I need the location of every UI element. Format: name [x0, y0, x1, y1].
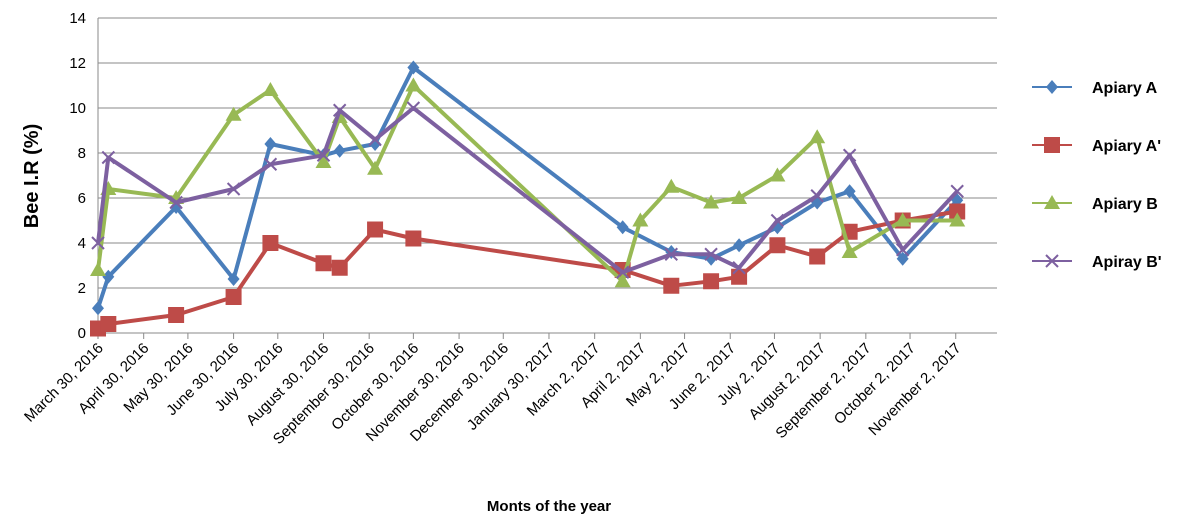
data-point: [315, 255, 332, 272]
data-point: [406, 101, 421, 115]
data-point: [632, 212, 649, 227]
y-tick-label: 12: [69, 55, 86, 72]
legend-item: Apiary B: [1032, 195, 1158, 213]
data-point: [949, 203, 966, 220]
data-point: [843, 184, 856, 199]
series-line: [96, 65, 959, 309]
data-point: [663, 277, 680, 294]
data-point: [367, 160, 384, 175]
y-tick-label: 2: [78, 280, 86, 297]
series-3: [90, 77, 966, 288]
legend-marker: [1044, 195, 1060, 209]
data-point: [331, 259, 348, 276]
data-point: [841, 244, 858, 258]
data-point: [316, 148, 331, 162]
data-point: [770, 213, 785, 228]
data-point: [227, 272, 240, 286]
data-point: [102, 269, 115, 284]
legend-item: Apiray B': [1032, 254, 1162, 271]
legend-label: Apiray B': [1092, 254, 1162, 271]
series-2: [90, 203, 966, 337]
data-point: [894, 212, 911, 227]
y-tick-label: 6: [78, 190, 86, 207]
data-point: [315, 154, 332, 168]
x-axis-title: Monts of the year: [487, 498, 611, 515]
y-tick-label: 14: [69, 10, 86, 27]
legend-marker: [1045, 254, 1059, 268]
data-point: [262, 82, 279, 96]
series-layer: [90, 60, 966, 337]
data-point: [169, 195, 183, 210]
data-point: [895, 243, 910, 257]
x-tick-label: March 30, 2016: [21, 340, 107, 426]
data-point: [616, 220, 629, 235]
data-point: [769, 237, 786, 254]
data-point: [663, 178, 680, 193]
data-point: [92, 301, 104, 316]
data-point: [407, 60, 420, 75]
data-point: [810, 189, 824, 203]
data-point: [100, 316, 117, 332]
x-tick-label: August 30, 2016: [243, 340, 332, 429]
data-point: [896, 251, 909, 266]
data-point: [90, 262, 106, 276]
data-point: [731, 190, 748, 204]
data-point: [664, 247, 679, 261]
legend: Apiary A Apiary A' Apiary B Apiray B': [1032, 80, 1162, 271]
data-point: [809, 129, 826, 144]
legend-item: Apiary A': [1032, 137, 1161, 155]
data-point: [367, 221, 384, 238]
data-point: [91, 236, 105, 250]
data-point: [332, 103, 347, 117]
legend-label: Apiary A': [1092, 138, 1161, 155]
legend-marker: [1046, 80, 1058, 94]
data-point: [731, 268, 748, 285]
legend-label: Apiary B: [1092, 196, 1158, 213]
data-point: [733, 238, 746, 253]
data-point: [704, 247, 718, 261]
data-point: [615, 265, 630, 279]
y-tick-label: 8: [78, 145, 86, 162]
legend-item: Apiary A: [1032, 80, 1158, 97]
data-point: [842, 148, 857, 162]
y-axis-title: Bee I.R (%): [21, 124, 43, 228]
data-point: [949, 212, 966, 227]
legend-label: Apiary A: [1092, 80, 1158, 97]
data-point: [263, 157, 278, 171]
data-point: [614, 273, 631, 288]
data-point: [101, 150, 116, 165]
series-line: [96, 106, 959, 275]
y-tick-label: 0: [78, 325, 86, 342]
y-axis-ticks: 0 2 4 6 8 10 12 14: [69, 10, 86, 342]
data-point: [732, 261, 746, 275]
data-point: [225, 106, 242, 121]
data-point: [262, 235, 279, 251]
data-point: [405, 77, 422, 92]
x-tick-label: October 2, 2017: [831, 340, 919, 428]
data-point: [369, 137, 382, 151]
data-point: [333, 143, 346, 158]
legend-marker: [1044, 137, 1060, 153]
data-point: [226, 182, 241, 196]
data-point: [809, 248, 826, 265]
data-point: [950, 184, 964, 198]
gridlines: [98, 17, 997, 289]
data-point: [703, 194, 720, 209]
y-tick-label: 4: [78, 235, 86, 252]
data-point: [368, 132, 382, 147]
data-point: [225, 289, 242, 305]
data-point: [703, 273, 720, 290]
data-point: [405, 230, 422, 247]
data-point: [769, 167, 786, 182]
data-point: [264, 137, 277, 151]
data-point: [168, 307, 185, 323]
series-4: [91, 101, 964, 279]
y-tick-label: 10: [69, 100, 86, 117]
